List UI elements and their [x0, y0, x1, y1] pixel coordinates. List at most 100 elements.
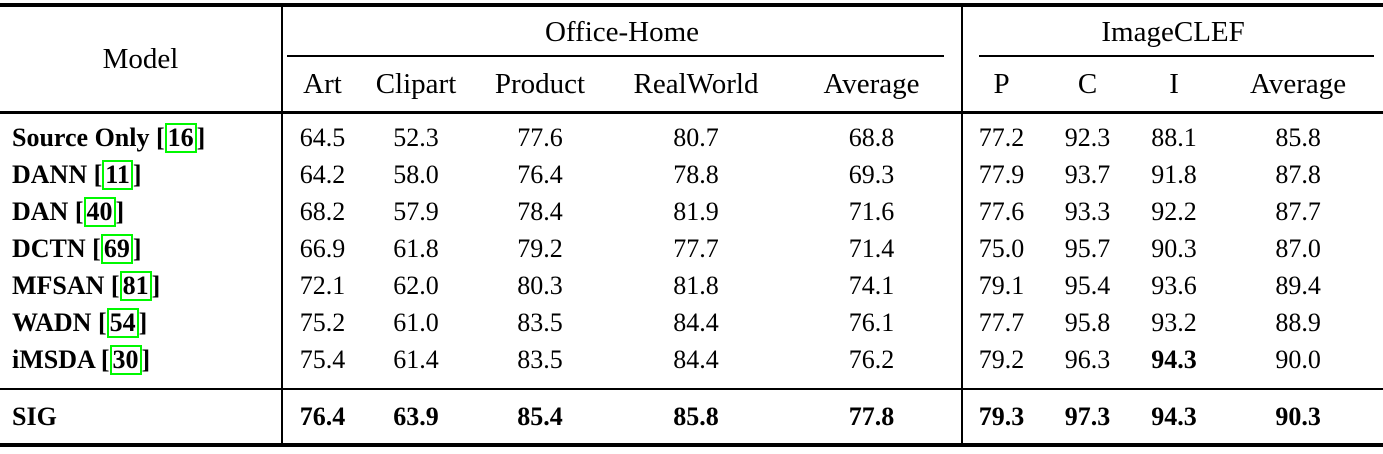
- model-name: DANN [11]: [12, 159, 142, 190]
- group-header-office-home: Office-Home: [280, 5, 963, 57]
- table-row-wadn: WADN [54] 75.2 61.0 83.5 84.4 76.1 77.7 95.8 93.…: [0, 304, 1383, 341]
- citation-link[interactable]: 54: [106, 307, 139, 338]
- value-cell: 84.4: [673, 307, 719, 337]
- value-cell: 92.2: [1151, 196, 1197, 226]
- value-cell: 79.2: [517, 233, 563, 263]
- value-cell: 79.3: [961, 388, 1041, 447]
- value-cell: 90.3: [1213, 388, 1383, 447]
- table-row-source-only: Source Only [16] 64.5 52.3 77.6 80.7 68.8 77.2…: [0, 112, 1383, 156]
- model-name: Source Only [16]: [12, 122, 206, 153]
- value-cell: 78.8: [673, 159, 719, 189]
- value-cell: 61.4: [393, 344, 439, 374]
- value-cell: 85.8: [1275, 122, 1321, 152]
- value-cell: 77.6: [961, 193, 1041, 230]
- value-cell: 77.2: [961, 112, 1041, 156]
- value-cell: 93.7: [1064, 159, 1111, 189]
- value-cell: 76.2: [848, 344, 895, 374]
- column-header-row: Art Clipart Product RealWorld Average P C I Aver…: [0, 57, 1383, 114]
- value-cell: 64.5: [281, 112, 362, 156]
- group-header-row: Model Office-Home ImageCLEF: [0, 5, 1383, 114]
- value-cell: 77.9: [961, 156, 1041, 193]
- value-cell: 97.3: [1040, 388, 1136, 447]
- value-cell: 83.5: [517, 344, 563, 374]
- value-cell: 90.0: [1275, 344, 1321, 374]
- col-header-average: Average: [782, 57, 963, 114]
- value-cell: 69.3: [848, 159, 895, 189]
- citation-link[interactable]: 81: [119, 270, 152, 301]
- model-column-header: Model: [0, 5, 282, 114]
- model-name: iMSDA [30]: [12, 344, 151, 375]
- value-cell: 87.8: [1275, 159, 1321, 189]
- value-cell: 94.3: [1135, 388, 1214, 447]
- value-cell: 76.4: [517, 159, 563, 189]
- group-header-imageclef: ImageCLEF: [961, 5, 1383, 57]
- table-row-dan: DAN [40] 68.2 57.9 78.4 81.9 71.6 77.6 93.3 92.2…: [0, 193, 1383, 230]
- col-header-clipart: Clipart: [362, 57, 470, 114]
- col-header-c: C: [1040, 57, 1136, 114]
- value-cell: 95.4: [1064, 270, 1111, 300]
- value-cell: 61.0: [393, 307, 439, 337]
- value-cell: 85.4: [470, 388, 610, 447]
- col-header-art: Art: [281, 57, 362, 114]
- value-cell: 75.2: [281, 304, 362, 341]
- value-cell: 95.7: [1064, 233, 1111, 263]
- citation-link[interactable]: 40: [83, 196, 116, 227]
- value-cell: 79.1: [961, 267, 1041, 304]
- model-name: MFSAN [81]: [12, 270, 161, 301]
- value-cell: 80.7: [673, 122, 719, 152]
- citation-link[interactable]: 11: [102, 159, 133, 190]
- table-row-dann: DANN [11] 64.2 58.0 76.4 78.8 69.3 77.9 93.7 91.…: [0, 156, 1383, 193]
- value-cell: 88.1: [1151, 122, 1197, 152]
- value-cell: 57.9: [393, 196, 439, 226]
- table-row-imsda: iMSDA [30] 75.4 61.4 83.5 84.4 76.2 79.2 96.3 94…: [0, 341, 1383, 389]
- value-cell: 75.0: [961, 230, 1041, 267]
- value-cell: 77.6: [517, 122, 563, 152]
- value-cell: 79.2: [961, 341, 1041, 389]
- value-cell: 96.3: [1064, 344, 1111, 374]
- value-cell: 64.2: [281, 156, 362, 193]
- value-cell: 77.8: [782, 388, 963, 447]
- value-cell: 78.4: [517, 196, 563, 226]
- value-cell: 90.3: [1151, 233, 1197, 263]
- value-cell: 92.3: [1064, 122, 1111, 152]
- value-cell: 83.5: [517, 307, 563, 337]
- value-cell: 74.1: [848, 270, 895, 300]
- model-name: DAN [40]: [12, 196, 125, 227]
- sig-result-row: SIG 76.4 63.9 85.4 85.8 77.8 79.3 97.3 94.3 90.3: [0, 388, 1383, 447]
- value-cell: 85.8: [610, 388, 782, 447]
- citation-link[interactable]: 69: [100, 233, 133, 264]
- value-cell: 62.0: [393, 270, 439, 300]
- col-header-product: Product: [470, 57, 610, 114]
- value-cell: 58.0: [393, 159, 439, 189]
- value-cell: 94.3: [1151, 344, 1197, 374]
- value-cell: 68.8: [848, 122, 895, 152]
- value-cell: 76.1: [848, 307, 895, 337]
- value-cell: 72.1: [281, 267, 362, 304]
- value-cell: 52.3: [393, 122, 439, 152]
- citation-link[interactable]: 30: [109, 344, 142, 375]
- value-cell: 71.6: [848, 196, 895, 226]
- value-cell: 93.6: [1151, 270, 1197, 300]
- model-name: WADN [54]: [12, 307, 148, 338]
- results-table: Model Office-Home ImageCLEF Art Clipart Pr…: [0, 3, 1383, 447]
- model-name-sig: SIG: [0, 388, 282, 447]
- col-header-p: P: [961, 57, 1041, 114]
- value-cell: 68.2: [281, 193, 362, 230]
- value-cell: 77.7: [673, 233, 719, 263]
- table-row-mfsan: MFSAN [81] 72.1 62.0 80.3 81.8 74.1 79.1 95.4 93…: [0, 267, 1383, 304]
- table-row-dctn: DCTN [69] 66.9 61.8 79.2 77.7 71.4 75.0 95.7 90.…: [0, 230, 1383, 267]
- col-header-average: Average: [1213, 57, 1383, 114]
- value-cell: 87.0: [1275, 233, 1321, 263]
- value-cell: 75.4: [281, 341, 362, 389]
- value-cell: 66.9: [281, 230, 362, 267]
- value-cell: 71.4: [848, 233, 895, 263]
- value-cell: 84.4: [673, 344, 719, 374]
- value-cell: 93.3: [1064, 196, 1111, 226]
- value-cell: 93.2: [1151, 307, 1197, 337]
- col-header-i: I: [1135, 57, 1214, 114]
- value-cell: 95.8: [1064, 307, 1111, 337]
- value-cell: 91.8: [1151, 159, 1197, 189]
- value-cell: 81.9: [673, 196, 719, 226]
- citation-link[interactable]: 16: [164, 122, 197, 153]
